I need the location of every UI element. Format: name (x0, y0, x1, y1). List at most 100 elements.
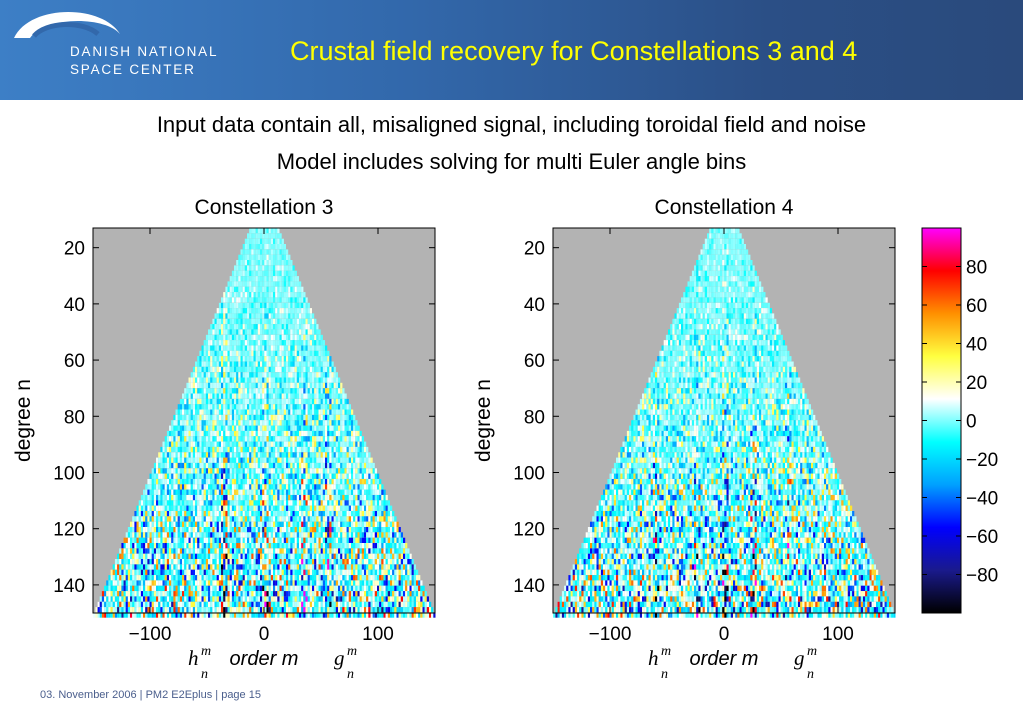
heatmap-cell (288, 436, 291, 442)
heatmap-cell (283, 559, 286, 565)
heatmap-cell (370, 484, 373, 490)
heatmap-cell (257, 265, 260, 271)
heatmap-cell (225, 468, 228, 474)
heatmap-cell (318, 521, 321, 527)
heatmap-cell (136, 532, 139, 538)
heatmap-cell (342, 484, 345, 490)
heatmap-cell (214, 366, 217, 373)
heatmap-cell (231, 537, 235, 543)
heatmap-cell (156, 521, 159, 527)
heatmap-cell (277, 414, 280, 421)
heatmap-cell (238, 462, 241, 469)
heatmap-cell (260, 468, 263, 474)
heatmap-cell (216, 457, 219, 463)
heatmap-cell (301, 308, 304, 314)
heatmap-cell (322, 479, 325, 485)
heatmap-cell (318, 350, 321, 357)
heatmap-cell (216, 420, 219, 426)
heatmap-cell (195, 489, 198, 495)
dnsc-logo (14, 11, 120, 38)
heatmap-cell (333, 489, 336, 495)
heatmap-cell (166, 516, 170, 522)
heatmap-cell (390, 543, 393, 549)
heatmap-cell (151, 543, 154, 549)
heatmap-cell (184, 462, 187, 469)
heatmap-cell (114, 569, 118, 575)
heatmap-cell (299, 446, 302, 453)
heatmap-cell (162, 527, 165, 533)
heatmap-cell (247, 420, 250, 426)
heatmap-cell (392, 516, 395, 522)
heatmap-cell (398, 537, 401, 543)
heatmap-cell (242, 265, 245, 271)
heatmap-cell (221, 430, 224, 437)
heatmap-cell (268, 462, 271, 469)
heatmap-cell (299, 372, 302, 378)
heatmap-cell (238, 404, 241, 410)
heatmap-cell (240, 548, 243, 554)
heatmap-cell (173, 420, 176, 426)
heatmap-cell (260, 553, 263, 559)
heatmap-cell (277, 436, 280, 442)
heatmap-cell (277, 516, 280, 522)
heatmap-cell (277, 302, 280, 309)
heatmap-cell (166, 532, 170, 538)
heatmap-cell (208, 500, 211, 506)
heatmap-cell (305, 532, 308, 538)
heatmap-cell (255, 500, 258, 506)
heatmap-cell (247, 559, 250, 565)
heatmap-cell (210, 340, 213, 346)
heatmap-cell (171, 457, 174, 463)
heatmap-cell (190, 548, 193, 554)
heatmap-cell (275, 366, 278, 373)
heatmap-cell (201, 468, 204, 474)
heatmap-cell (221, 543, 224, 549)
heatmap-cell (374, 553, 377, 559)
heatmap-cell (227, 345, 230, 351)
heatmap-cell (374, 468, 377, 474)
heatmap-cell (316, 511, 319, 517)
heatmap-cell (303, 345, 306, 351)
heatmap-cell (292, 489, 295, 495)
heatmap-cell (364, 559, 367, 565)
heatmap-cell (145, 559, 148, 565)
heatmap-cell (299, 462, 302, 469)
heatmap-cell (307, 420, 310, 426)
heatmap-cell (346, 516, 349, 522)
heatmap-cell (264, 382, 267, 389)
heatmap-cell (227, 436, 230, 442)
heatmap-cell (275, 377, 278, 383)
heatmap-cell (236, 286, 239, 292)
heatmap-cell (403, 559, 406, 565)
heatmap-cell (361, 473, 364, 479)
heatmap-cell (210, 489, 213, 495)
heatmap-cell (316, 473, 319, 479)
heatmap-cell (364, 479, 367, 485)
heatmap-cell (281, 398, 284, 405)
heatmap-cell (182, 548, 185, 554)
heatmap-cell (190, 425, 193, 431)
heatmap-cell (270, 457, 273, 463)
heatmap-cell (281, 559, 284, 565)
heatmap-cell (171, 564, 174, 570)
heatmap-cell (197, 527, 200, 533)
heatmap-cell (188, 430, 191, 437)
heatmap-cell (229, 446, 232, 453)
heatmap-cell (283, 511, 286, 517)
heatmap-cell (316, 441, 319, 447)
heatmap-cell (208, 420, 211, 426)
heatmap-cell (385, 500, 388, 506)
heatmap-cell (273, 244, 276, 250)
heatmap-cell (240, 404, 243, 410)
heatmap-cell (273, 468, 276, 474)
heatmap-cell (231, 345, 235, 351)
heatmap-cell (314, 425, 317, 431)
heatmap-cell (179, 569, 183, 575)
heatmap-cell (169, 516, 172, 522)
heatmap-cell (244, 249, 247, 255)
heatmap-cell (225, 553, 228, 559)
heatmap-cell (182, 398, 185, 405)
heatmap-cell (145, 505, 148, 511)
heatmap-cell (275, 473, 278, 479)
